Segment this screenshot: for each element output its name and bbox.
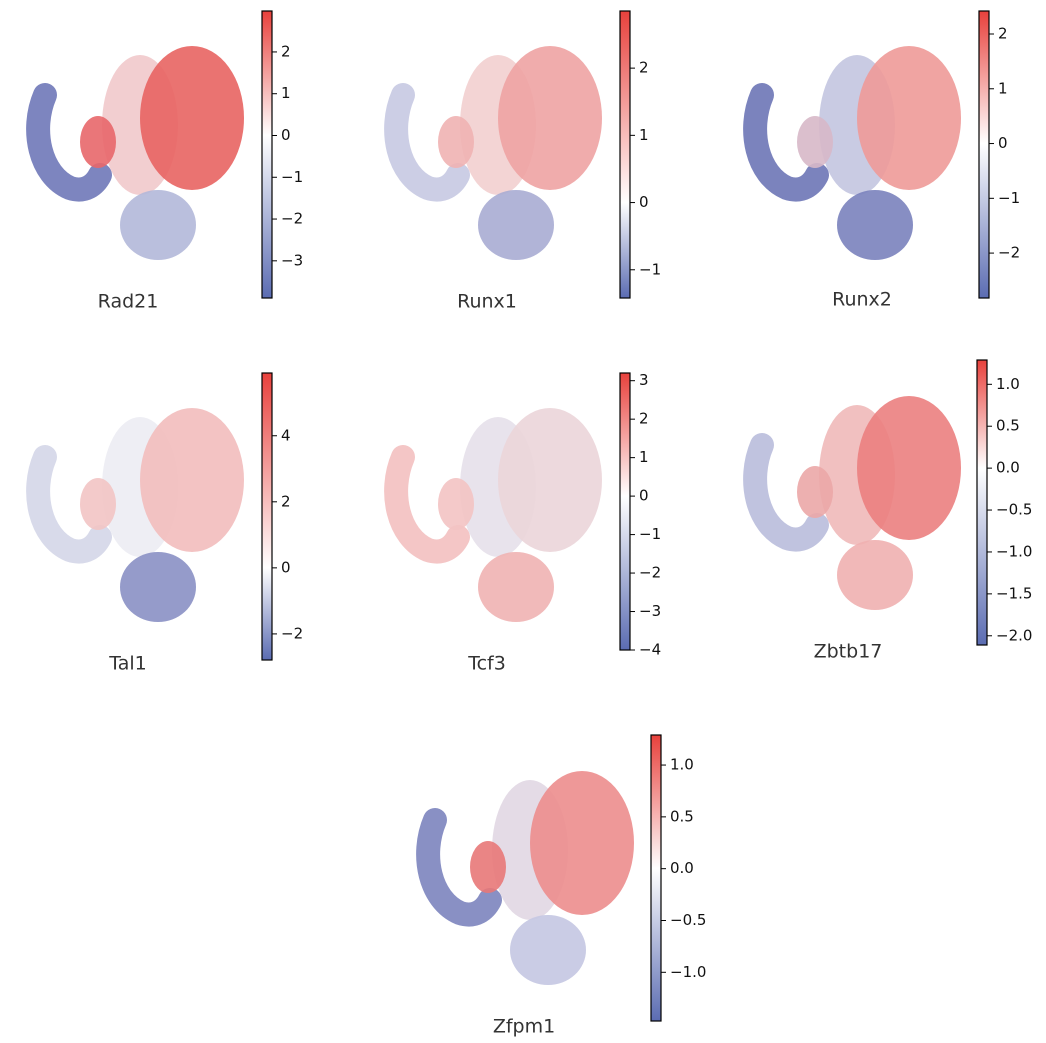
embedding-cloud — [26, 408, 244, 622]
embedding-cloud — [743, 46, 961, 260]
colorbar — [978, 10, 990, 299]
colorbar-tick-label: 1.0 — [996, 375, 1020, 393]
colorbar-tick-label: −1.5 — [996, 584, 1032, 602]
cloud-bottom — [120, 190, 196, 260]
cloud-bottom — [837, 190, 913, 260]
panel: Runx2 −2 −1 0 1 2 — [743, 10, 1020, 311]
cloud-mid — [470, 841, 506, 893]
embedding-cloud — [384, 408, 602, 622]
embedding-cloud — [743, 396, 961, 610]
colorbar-tick-label: 2 — [639, 410, 649, 428]
panel: Tal1 −2 0 2 4 — [26, 372, 303, 675]
cloud-right — [140, 408, 244, 552]
colorbar-tick-label: 0 — [639, 487, 649, 505]
colorbar-tick-label: 0 — [281, 126, 291, 144]
panel: Zbtb17 −2.0 −1.5 −1.0 −0.5 0.0 0.5 1.0 — [743, 359, 1032, 663]
cloud-arm — [743, 83, 829, 202]
cloud-mid — [438, 478, 474, 530]
cloud-right — [140, 46, 244, 190]
colorbar-tick-label: −1.0 — [670, 963, 706, 981]
colorbar-tick-label: −2 — [639, 564, 661, 582]
colorbar-tick-label: 0 — [998, 134, 1008, 152]
colorbar — [650, 734, 662, 1022]
colorbar-tick-label: 0.5 — [996, 417, 1020, 435]
embedding-cloud — [384, 46, 602, 260]
colorbar-tick-label: −2 — [281, 624, 303, 642]
colorbar-tick-label: −2.0 — [996, 626, 1032, 644]
cloud-mid — [80, 116, 116, 168]
colorbar-tick-label: 2 — [281, 492, 291, 510]
cloud-bottom — [478, 552, 554, 622]
cloud-arm — [384, 83, 470, 202]
cloud-arm — [26, 445, 112, 564]
cloud-right — [498, 46, 602, 190]
colorbar-tick-label: −1 — [639, 525, 661, 543]
colorbar-tick-label: −1 — [639, 260, 661, 278]
cloud-arm — [416, 808, 502, 927]
colorbar-tick-label: 0 — [639, 193, 649, 211]
colorbar-tick-label: 4 — [281, 426, 291, 444]
colorbar-tick-label: −0.5 — [996, 501, 1032, 519]
panel-title: Runx1 — [457, 291, 517, 313]
colorbar — [619, 372, 631, 651]
panel-title: Zbtb17 — [814, 641, 883, 663]
colorbar — [261, 10, 273, 299]
cloud-mid — [797, 466, 833, 518]
cloud-right — [857, 396, 961, 540]
colorbar-tick-label: 1 — [639, 448, 649, 466]
embedding-cloud — [26, 46, 244, 260]
cloud-mid — [438, 116, 474, 168]
colorbar-tick-label: 1 — [998, 79, 1008, 97]
cloud-bottom — [510, 915, 586, 985]
colorbar-tick-label: 0 — [281, 558, 291, 576]
colorbar-tick-label: −3 — [281, 251, 303, 269]
panel-title: Zfpm1 — [493, 1016, 555, 1038]
colorbar — [976, 359, 988, 646]
cloud-arm — [384, 445, 470, 564]
colorbar-tick-label: −2 — [281, 210, 303, 228]
panel: Rad21 −3 −2 −1 0 1 2 — [26, 10, 303, 313]
colorbar-tick-label: 2 — [639, 59, 649, 77]
embedding-cloud — [416, 771, 634, 985]
colorbar-tick-label: 0.0 — [996, 459, 1020, 477]
panel-title: Rad21 — [98, 291, 159, 313]
colorbar-tick-label: −0.5 — [670, 911, 706, 929]
colorbar-tick-label: −3 — [639, 602, 661, 620]
colorbar-tick-label: −2 — [998, 244, 1020, 262]
panel-title: Tcf3 — [467, 653, 506, 675]
panel: Zfpm1 −1.0 −0.5 0.0 0.5 1.0 — [416, 734, 706, 1038]
colorbar-tick-label: 1 — [281, 84, 291, 102]
cloud-right — [498, 408, 602, 552]
cloud-right — [857, 46, 961, 190]
colorbar-tick-label: 1 — [639, 126, 649, 144]
colorbar — [619, 10, 631, 299]
cloud-arm — [743, 433, 829, 552]
colorbar — [261, 372, 273, 661]
cloud-right — [530, 771, 634, 915]
cloud-bottom — [837, 540, 913, 610]
panel-title: Runx2 — [832, 289, 892, 311]
colorbar-tick-label: 0.5 — [670, 807, 694, 825]
colorbar-tick-label: 0.0 — [670, 859, 694, 877]
colorbar-tick-label: −1.0 — [996, 542, 1032, 560]
panel-title: Tal1 — [108, 653, 146, 675]
colorbar-tick-label: −1 — [281, 168, 303, 186]
colorbar-tick-label: 2 — [281, 42, 291, 60]
cloud-mid — [797, 116, 833, 168]
panel: Runx1 −1 0 1 2 — [384, 10, 661, 313]
colorbar-tick-label: 2 — [998, 25, 1008, 43]
cloud-bottom — [478, 190, 554, 260]
colorbar-tick-label: 1.0 — [670, 756, 694, 774]
cloud-arm — [26, 83, 112, 202]
colorbar-tick-label: −1 — [998, 189, 1020, 207]
cloud-mid — [80, 478, 116, 530]
colorbar-tick-label: 3 — [639, 371, 649, 389]
colorbar-tick-label: −4 — [639, 641, 661, 659]
cloud-bottom — [120, 552, 196, 622]
panel: Tcf3 −4 −3 −2 −1 0 1 2 3 — [384, 371, 661, 675]
